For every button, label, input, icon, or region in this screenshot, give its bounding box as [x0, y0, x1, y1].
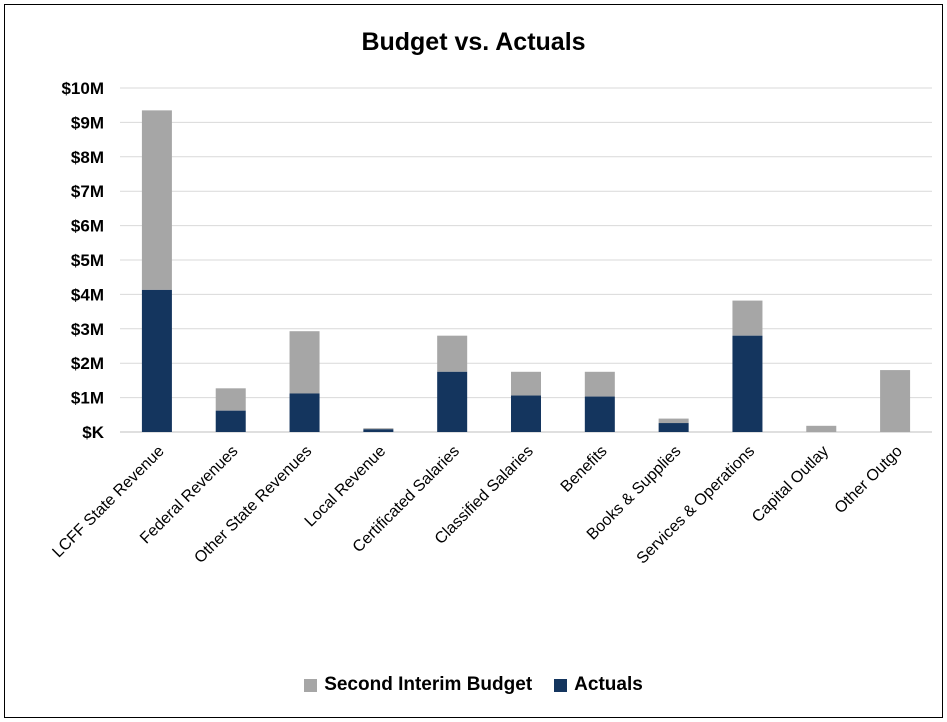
legend-swatch-budget — [304, 678, 318, 692]
bar-second-interim-budget — [437, 335, 468, 372]
y-tick-label: $10M — [61, 79, 104, 98]
bar-second-interim-budget — [511, 371, 541, 396]
y-tick-label: $4M — [71, 285, 104, 304]
bar-second-interim-budget — [215, 388, 246, 411]
bar-second-interim-budget — [289, 331, 320, 394]
bar-second-interim-budget — [732, 300, 763, 336]
legend: Second Interim Budget Actuals — [0, 674, 947, 696]
bar-actuals — [215, 410, 246, 432]
legend-item-actuals: Actuals — [554, 674, 643, 696]
bar-actuals — [437, 371, 468, 432]
legend-swatch-actuals — [554, 678, 568, 692]
bar-actuals — [363, 429, 394, 432]
legend-label-actuals: Actuals — [574, 674, 643, 695]
bar-second-interim-budget — [880, 370, 911, 432]
bar-actuals — [289, 393, 320, 432]
legend-item-second-interim-budget: Second Interim Budget — [304, 674, 532, 696]
bar-actuals — [658, 423, 689, 432]
bar-actuals — [511, 395, 541, 432]
x-tick-label: Benefits — [558, 443, 611, 496]
y-tick-label: $5M — [71, 251, 104, 270]
x-tick-label: Other Outgo — [832, 443, 906, 517]
y-tick-label: $3M — [71, 320, 104, 339]
bar-second-interim-budget — [658, 418, 689, 424]
y-tick-label: $9M — [71, 113, 104, 132]
y-tick-label: $1M — [71, 389, 104, 408]
legend-label-budget: Second Interim Budget — [324, 674, 533, 695]
y-tick-label: $K — [82, 423, 104, 442]
y-tick-label: $6M — [71, 217, 104, 236]
y-tick-label: $8M — [71, 148, 104, 167]
y-tick-label: $2M — [71, 354, 104, 373]
chart-title: Budget vs. Actuals — [361, 28, 586, 56]
y-tick-label: $7M — [71, 182, 104, 201]
bar-second-interim-budget — [141, 110, 172, 290]
bar-second-interim-budget — [363, 428, 394, 430]
x-tick-label: Capital Outlay — [749, 443, 832, 526]
bar-actuals — [584, 396, 615, 432]
bar-second-interim-budget — [806, 425, 837, 432]
bar-actuals — [141, 289, 172, 432]
bar-actuals — [732, 335, 763, 432]
bar-second-interim-budget — [584, 371, 615, 397]
